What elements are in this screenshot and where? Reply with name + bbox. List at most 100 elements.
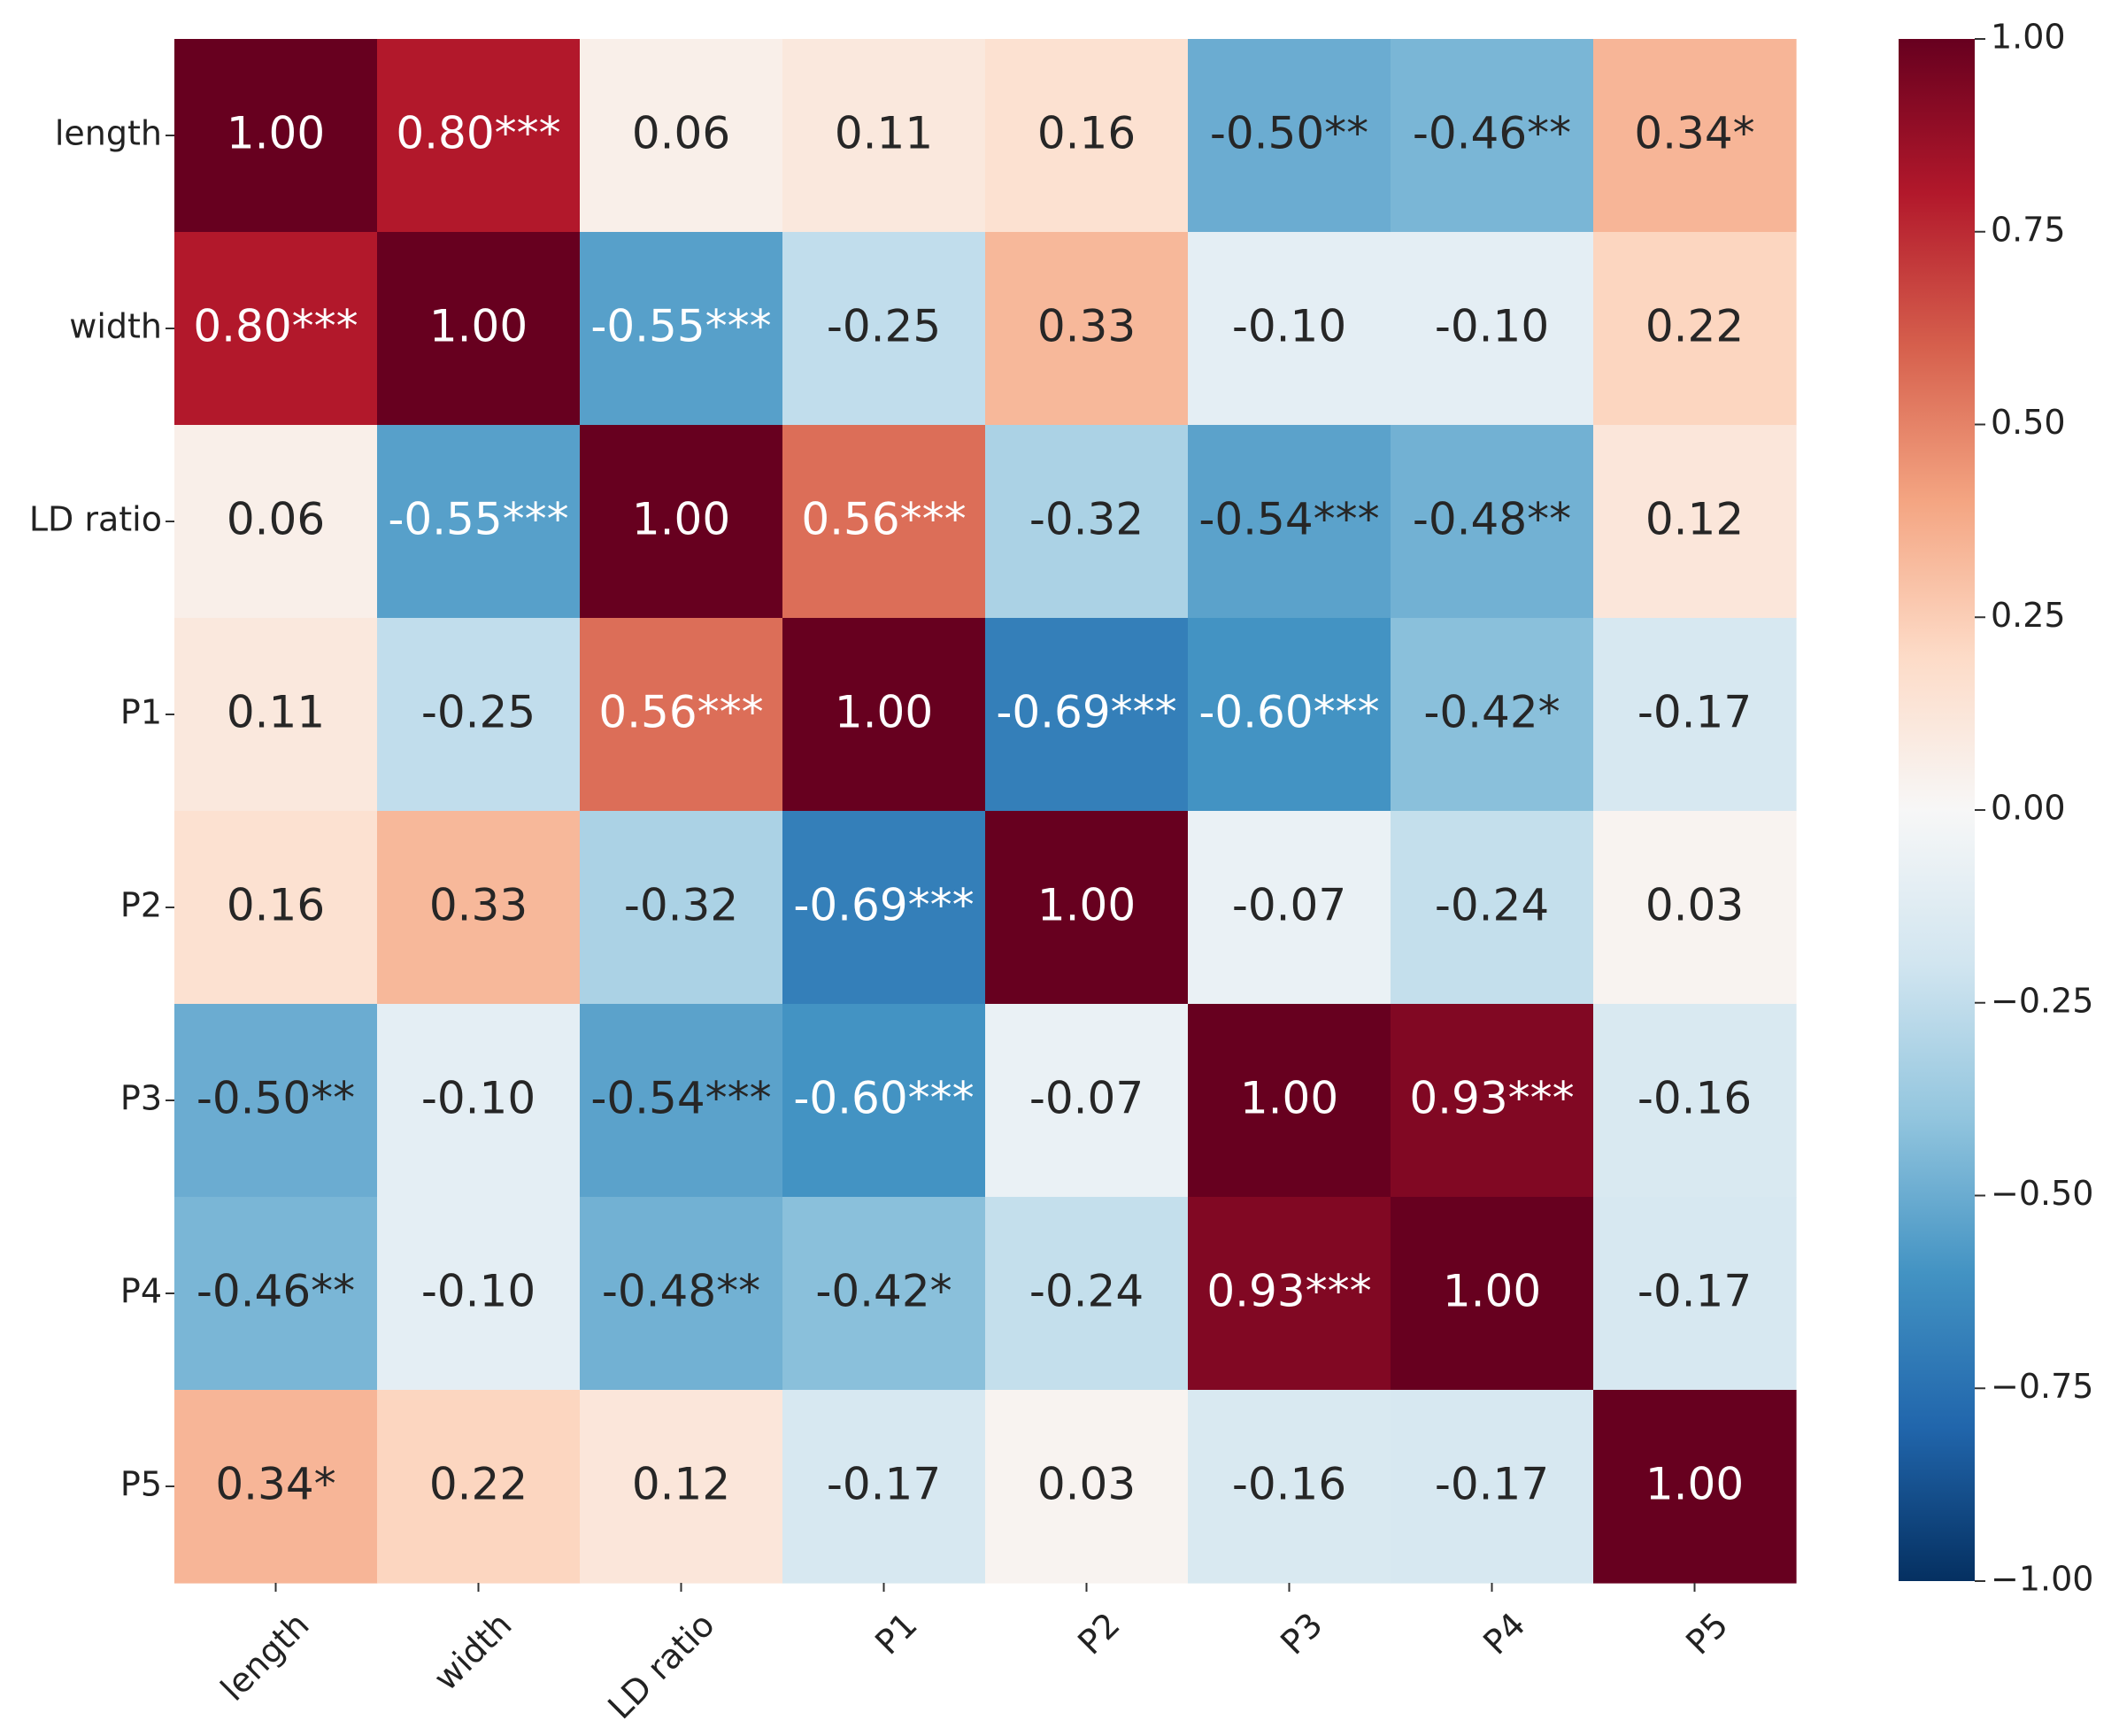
cell-annotation: -0.16 [1232, 1459, 1346, 1510]
heatmap-cell [174, 232, 378, 426]
cell-annotation: -0.48** [602, 1266, 760, 1317]
y-axis: length width LD ratio P1 P2 P3 P4 P5 [29, 114, 174, 1504]
heatmap-cell [782, 1004, 986, 1198]
heatmap-cell [1188, 39, 1391, 233]
cell-annotation: -0.69*** [996, 687, 1176, 738]
heatmap-cell [174, 39, 378, 233]
cell-annotation: -0.50** [1210, 108, 1368, 159]
cell-annotation: -0.55*** [590, 301, 771, 352]
heatmap-cell [580, 1197, 783, 1391]
heatmap-cell [1593, 1390, 1797, 1584]
x-tick-label: LD ratio [600, 1605, 721, 1726]
y-tick-label: length [55, 114, 162, 153]
cell-annotation: 0.12 [1645, 494, 1744, 545]
heatmap-cell [174, 425, 378, 619]
cell-annotation: 0.22 [429, 1459, 528, 1510]
colorbar-tick-label: −0.25 [1991, 981, 2093, 1020]
cell-annotation: 1.00 [632, 494, 730, 545]
heatmap-cell [377, 1004, 581, 1198]
cell-annotation: -0.42* [1423, 687, 1560, 738]
cell-annotation: 0.12 [632, 1459, 730, 1510]
colorbar-scale [1899, 39, 1975, 1581]
cell-annotation: -0.54*** [590, 1073, 771, 1124]
cell-annotation: -0.17 [1435, 1459, 1549, 1510]
heatmap-cell [1188, 1390, 1391, 1584]
colorbar-tick-label: 0.00 [1991, 789, 2066, 828]
heatmap-cell [782, 425, 986, 619]
heatmap-cell [1391, 39, 1594, 233]
y-tick-label: P4 [120, 1272, 162, 1311]
x-tick-label: P2 [1070, 1605, 1127, 1662]
heatmap-cell [1391, 618, 1594, 812]
cell-annotation: 0.34* [1634, 108, 1754, 159]
heatmap-cell [782, 1197, 986, 1391]
heatmap-cell [174, 1390, 378, 1584]
cell-annotation: 1.00 [1037, 880, 1136, 931]
cell-annotation: 0.03 [1037, 1459, 1136, 1510]
y-tick-label: P1 [120, 693, 162, 732]
heatmap-cell [580, 425, 783, 619]
heatmap-cell [377, 1197, 581, 1391]
cell-annotation: 1.00 [835, 687, 933, 738]
cell-annotation: 1.00 [1645, 1459, 1744, 1510]
heatmap-cell [985, 232, 1189, 426]
cell-annotation: 0.93*** [1409, 1073, 1574, 1124]
x-tick-label: length [213, 1605, 317, 1709]
cell-annotation: -0.10 [421, 1073, 536, 1124]
heatmap-cell [377, 39, 581, 233]
heatmap-cell [174, 1197, 378, 1391]
cell-annotation: -0.17 [827, 1459, 941, 1510]
cell-annotation: -0.17 [1637, 687, 1752, 738]
y-tick-label: P2 [120, 886, 162, 925]
heatmap-cell [1593, 1004, 1797, 1198]
heatmap-cell [377, 425, 581, 619]
colorbar-tick-label: −0.50 [1991, 1174, 2093, 1213]
y-tick-label: LD ratio [29, 500, 162, 539]
x-tick-label: P4 [1476, 1605, 1532, 1662]
heatmap-cell [985, 1197, 1189, 1391]
x-tick-label: P1 [867, 1605, 924, 1662]
heatmap-cell [985, 811, 1189, 1005]
cell-annotation: -0.07 [1232, 880, 1346, 931]
colorbar-tick-label: 1.00 [1991, 18, 2066, 57]
cell-annotation: 0.56*** [598, 687, 763, 738]
cell-annotation: -0.46** [1413, 108, 1571, 159]
cell-annotation: 1.00 [1240, 1073, 1338, 1124]
x-axis: length width LD ratio P1 P2 P3 P4 P5 [213, 1583, 1736, 1726]
cell-annotation: 0.33 [1037, 301, 1136, 352]
heatmap-cell [1593, 39, 1797, 233]
cell-annotation: 0.06 [227, 494, 325, 545]
y-tick-label: P5 [120, 1465, 162, 1504]
colorbar-tick-label: −0.75 [1991, 1367, 2093, 1406]
cell-annotation: 0.16 [1037, 108, 1136, 159]
cell-annotation: -0.25 [421, 687, 536, 738]
heatmap-cell [580, 1390, 783, 1584]
heatmap-cell [985, 39, 1189, 233]
cell-annotation: 0.22 [1645, 301, 1744, 352]
cell-annotation: -0.10 [421, 1266, 536, 1317]
cell-annotation: 0.56*** [801, 494, 966, 545]
heatmap-cell [1188, 232, 1391, 426]
cell-annotation: 0.06 [632, 108, 730, 159]
heatmap-cells: 1.00 0.80*** 0.06 0.11 0.16 -0.50** -0.46** 0.3… [174, 39, 1797, 1584]
colorbar-tick-label: −1.00 [1991, 1560, 2093, 1599]
cell-annotation: -0.46** [196, 1266, 355, 1317]
heatmap-cell [580, 618, 783, 812]
cell-annotation: -0.10 [1232, 301, 1346, 352]
cell-annotation: -0.69*** [793, 880, 974, 931]
heatmap-cell [985, 618, 1189, 812]
heatmap-cell [1188, 425, 1391, 619]
cell-annotation: -0.24 [1029, 1266, 1144, 1317]
heatmap-cell [174, 1004, 378, 1198]
cell-annotation: -0.48** [1413, 494, 1571, 545]
heatmap-cell [580, 39, 783, 233]
heatmap-cell [174, 811, 378, 1005]
cell-annotation: -0.42* [815, 1266, 952, 1317]
heatmap-cell [1593, 1197, 1797, 1391]
cell-annotation: 0.11 [835, 108, 933, 159]
cell-annotation: -0.32 [1029, 494, 1144, 545]
heatmap-cell [1593, 425, 1797, 619]
heatmap-cell [580, 1004, 783, 1198]
heatmap-cell [1188, 811, 1391, 1005]
